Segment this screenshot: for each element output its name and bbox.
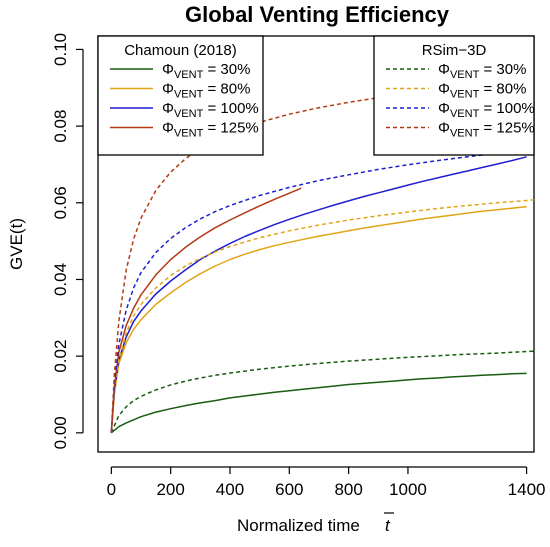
legend-entry-label: ΦVENT = 80%: [438, 81, 526, 101]
y-axis-label: GVE(t): [7, 218, 26, 270]
chart-title: Global Venting Efficiency: [185, 2, 450, 27]
x-axis: 0 200 400 600 800 1000 1400: [107, 466, 546, 499]
series-line-rsim-100: [110, 148, 535, 433]
y-tick-label: 0.08: [51, 110, 70, 143]
x-tick-label: 800: [334, 480, 362, 499]
x-axis-label-text: Normalized time: [237, 516, 360, 535]
legend-rsim: RSim−3D ΦVENT = 30%ΦVENT = 80%ΦVENT = 100…: [373, 35, 535, 156]
x-axis-label: Normalized time t: [237, 512, 394, 535]
y-tick-label: 0.00: [51, 416, 70, 449]
legend-chamoun: Chamoun (2018)ΦVENT = 30%ΦVENT = 80%ΦVEN…: [97, 35, 264, 156]
legend-title: RSim−3D: [422, 42, 487, 59]
x-tick-label: 600: [275, 480, 303, 499]
series-line-rsim-80: [110, 198, 535, 433]
x-tick-label: 200: [156, 480, 184, 499]
series-line-chamoun-100: [110, 156, 527, 433]
x-axis-label-symbol: t: [385, 516, 391, 535]
y-axis: 0.00 0.02 0.04 0.06 0.08 0.10: [51, 33, 84, 449]
legend-box: [97, 35, 264, 156]
legend-entry-label: ΦVENT = 80%: [162, 81, 250, 101]
curves-layer: [110, 78, 535, 434]
x-tick-label: 400: [216, 480, 244, 499]
y-tick-label: 0.06: [51, 186, 70, 219]
series-line-rsim-30: [110, 350, 535, 434]
series-line-chamoun-80: [110, 205, 527, 433]
x-tick-label: 1400: [508, 480, 546, 499]
legend-entry-label: ΦVENT = 100%: [438, 100, 535, 120]
y-tick-label: 0.02: [51, 340, 70, 373]
legend-entry-label: ΦVENT = 30%: [162, 61, 250, 81]
x-tick-label: 1000: [389, 480, 427, 499]
legend-entry-label: ΦVENT = 125%: [162, 120, 259, 140]
legend-title: Chamoun (2018): [124, 42, 237, 59]
legend-entry-label: ΦVENT = 30%: [438, 61, 526, 81]
series-line-chamoun-30: [110, 372, 527, 434]
y-tick-label: 0.04: [51, 263, 70, 296]
legend-entry-label: ΦVENT = 100%: [162, 100, 259, 120]
legend-entry-label: ΦVENT = 125%: [438, 120, 535, 140]
y-tick-label: 0.10: [51, 33, 70, 66]
legend-box: [373, 35, 535, 156]
plot-frame: [97, 35, 535, 453]
x-tick-label: 0: [107, 480, 116, 499]
series-line-chamoun-125: [110, 187, 302, 433]
